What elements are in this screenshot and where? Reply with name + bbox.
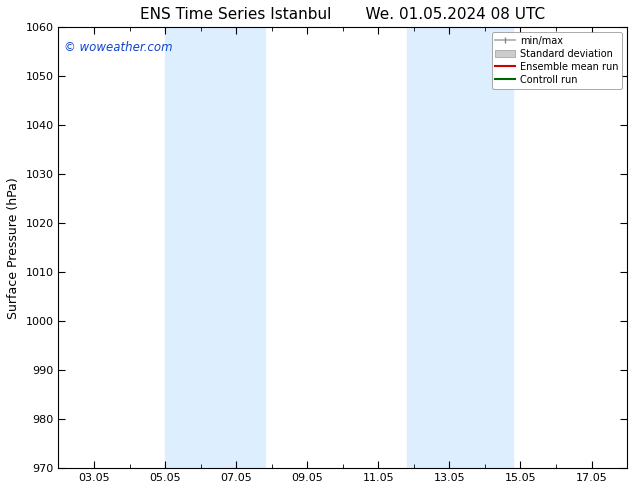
Y-axis label: Surface Pressure (hPa): Surface Pressure (hPa): [7, 177, 20, 318]
Text: © woweather.com: © woweather.com: [64, 41, 173, 53]
Bar: [407, 27, 450, 468]
Bar: [165, 27, 208, 468]
Bar: [208, 27, 264, 468]
Legend: min/max, Standard deviation, Ensemble mean run, Controll run: min/max, Standard deviation, Ensemble me…: [491, 32, 622, 89]
Title: ENS Time Series Istanbul       We. 01.05.2024 08 UTC: ENS Time Series Istanbul We. 01.05.2024 …: [140, 7, 545, 22]
Bar: [450, 27, 514, 468]
